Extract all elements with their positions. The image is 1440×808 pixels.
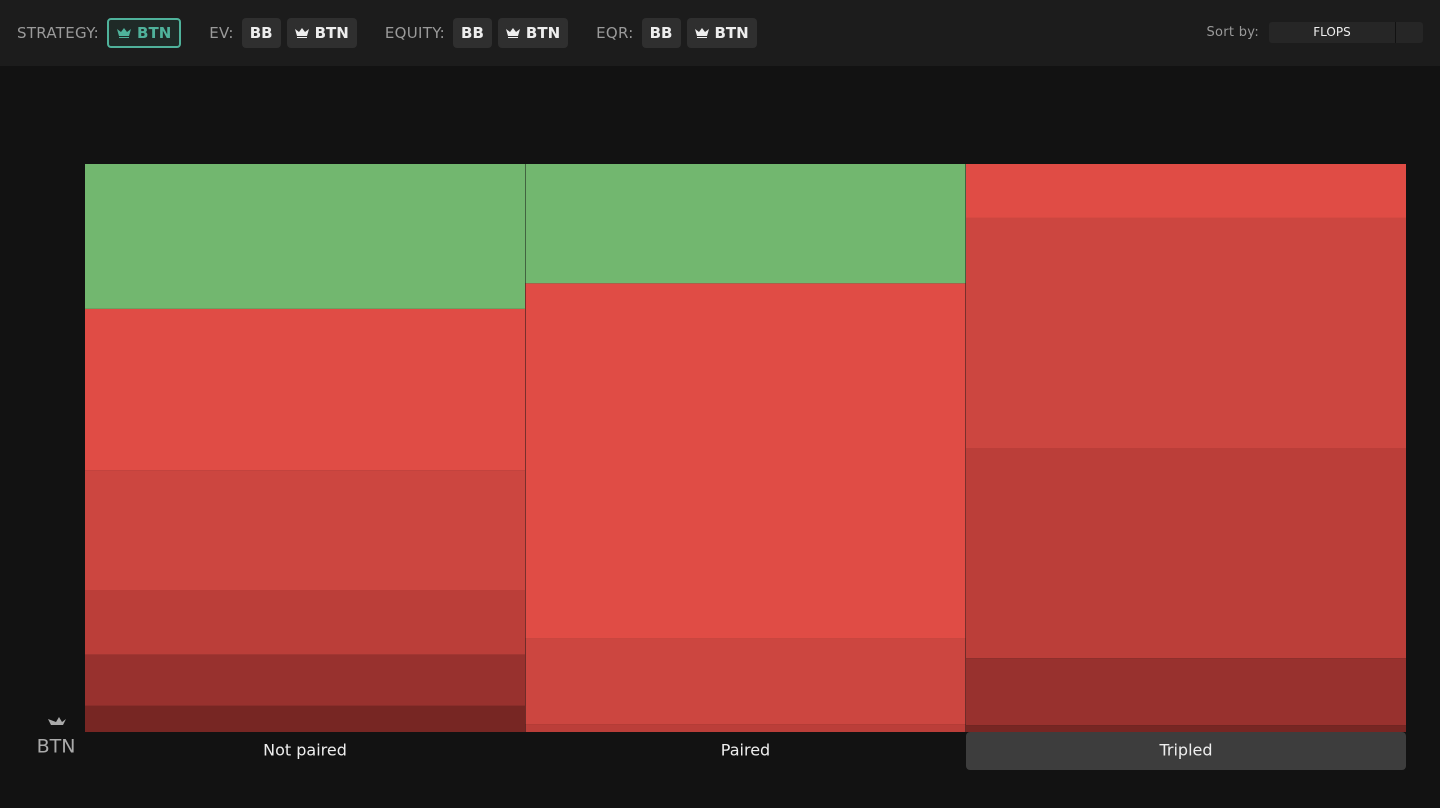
- bar-segment: [525, 638, 966, 725]
- toggle-button[interactable]: BTN: [686, 18, 757, 48]
- button-label: BTN: [314, 24, 349, 42]
- button-label: BTN: [714, 24, 749, 42]
- button-label: BB: [461, 24, 484, 42]
- button-label: BB: [649, 24, 673, 42]
- toolbar: STRATEGY: BTN EV: BB BTN EQUITY: BB BTN EQR: BB BT…: [0, 0, 1440, 66]
- sort-label: Sort by:: [1206, 25, 1259, 40]
- bar-segment: [85, 164, 525, 309]
- toggle-button[interactable]: BTN: [497, 18, 569, 48]
- bar-segment: [966, 164, 1406, 218]
- button-label: BTN: [525, 24, 561, 42]
- group-label: EQR:: [596, 24, 634, 42]
- toggle-button[interactable]: BTN: [107, 18, 182, 48]
- bar-segment: [525, 283, 966, 639]
- bar-segment: [85, 705, 525, 732]
- toggle-button[interactable]: BB: [241, 18, 281, 48]
- bar-segment: [85, 654, 525, 706]
- chart: BTN Not paired Paired Tripled: [37, 164, 1406, 770]
- toggle-button[interactable]: BB: [641, 18, 681, 48]
- sort-select[interactable]: FLOPS: [1269, 22, 1423, 43]
- y-label: BTN: [37, 736, 76, 758]
- selected-tab: [966, 732, 1406, 770]
- toggle-group: EQR: BB BTN: [596, 18, 763, 48]
- x-tick-label[interactable]: Tripled: [1158, 741, 1212, 760]
- bar-segment: [85, 308, 525, 471]
- bar-segment: [966, 725, 1406, 732]
- crown-icon: [48, 717, 66, 725]
- button-label: BB: [249, 24, 273, 42]
- bar-segment: [85, 470, 525, 590]
- bar-segment: [85, 590, 525, 655]
- x-tick-label: Paired: [721, 741, 770, 760]
- bar-segment: [966, 217, 1406, 448]
- bar-segment: [966, 448, 1406, 659]
- bar-segment: [966, 658, 1406, 726]
- toggle-button[interactable]: BTN: [286, 18, 357, 48]
- button-label: BTN: [137, 24, 172, 42]
- toggle-group: EQUITY: BB BTN: [385, 18, 574, 48]
- toggle-group: STRATEGY: BTN: [17, 18, 187, 48]
- x-tick-label: Not paired: [263, 741, 347, 760]
- sort-dropdown[interactable]: [1395, 22, 1423, 43]
- bar-segment: [525, 724, 966, 732]
- sort[interactable]: Sort by: FLOPS: [1206, 22, 1423, 43]
- toggle-button[interactable]: BB: [453, 18, 492, 48]
- group-label: EQUITY:: [384, 24, 446, 42]
- group-label: STRATEGY:: [17, 24, 100, 42]
- group-label: EV:: [209, 24, 234, 42]
- toggle-group: EV: BB BTN: [209, 18, 363, 48]
- bar-segment: [525, 164, 966, 284]
- sort-value: FLOPS: [1313, 25, 1351, 39]
